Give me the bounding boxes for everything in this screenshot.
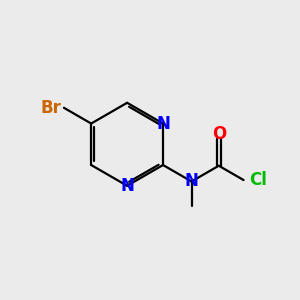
Text: Cl: Cl: [249, 171, 267, 189]
Text: O: O: [212, 125, 226, 143]
Text: Br: Br: [40, 99, 61, 117]
Text: N: N: [156, 115, 170, 133]
Text: N: N: [120, 177, 134, 195]
Text: N: N: [184, 172, 199, 190]
